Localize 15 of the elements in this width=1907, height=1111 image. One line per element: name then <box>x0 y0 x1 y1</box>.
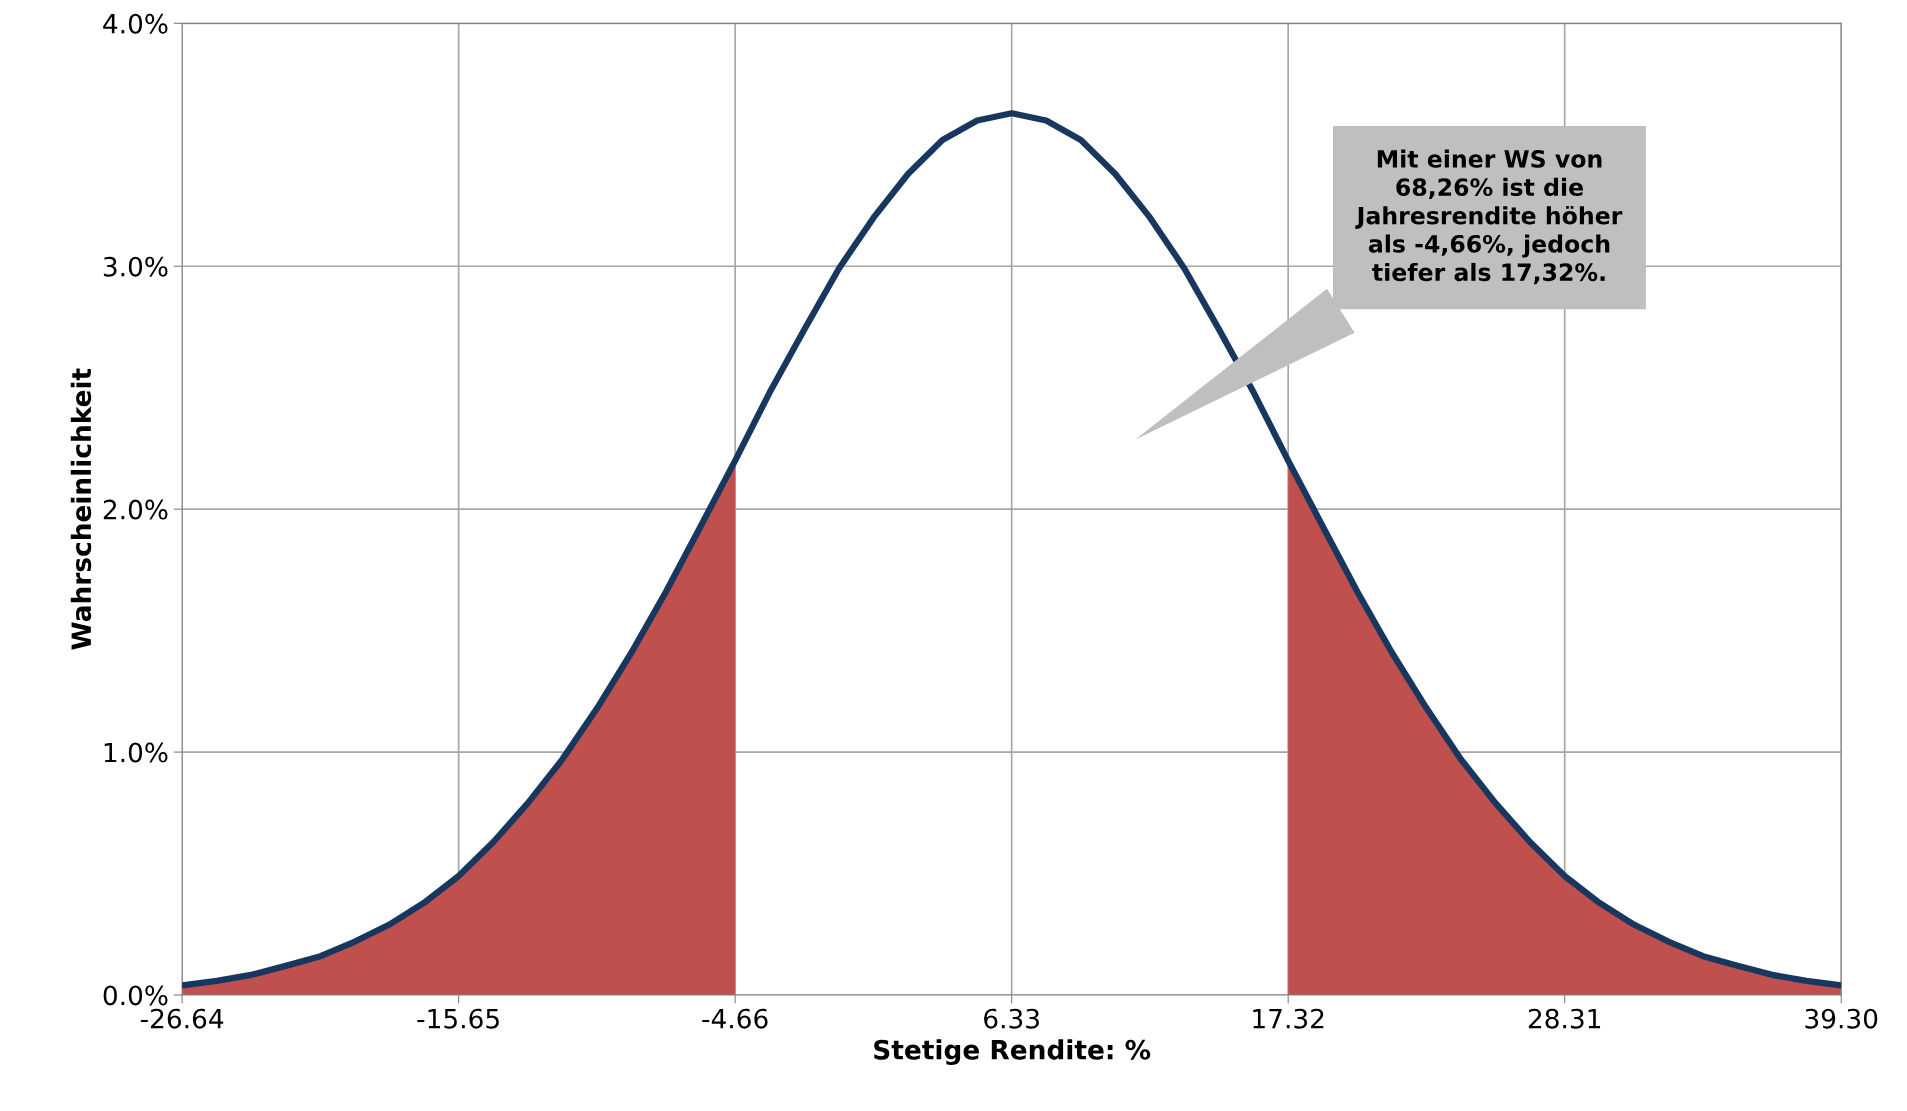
y-tick-label: 0.0% <box>103 985 168 1006</box>
annotation: Mit einer WS von 68,26% ist die Jahresrendite höher als -4,66%, jedoch tiefer als 17,32%. <box>1355 149 1623 285</box>
y-axis-title: Wahrscheinlichkeit <box>70 368 92 650</box>
x-tick-label: -15.65 <box>417 1008 499 1029</box>
x-tick-label: 39.30 <box>1805 1008 1878 1029</box>
y-tick-label: 2.0% <box>103 499 168 520</box>
x-tick-label: -26.64 <box>140 1008 224 1029</box>
x-tick-label: 6.33 <box>984 1008 1039 1029</box>
x-tick-label: -4.66 <box>702 1008 768 1029</box>
x-axis-title: Stetige Rendite: % <box>874 1039 1151 1066</box>
x-tick-label: 17.32 <box>1253 1008 1324 1029</box>
y-tick-label: 3.0% <box>103 256 168 277</box>
y-tick-label: 4.0% <box>103 13 168 34</box>
y-tick-label: 1.0% <box>104 742 168 763</box>
x-tick-label: 28.31 <box>1528 1008 1601 1029</box>
